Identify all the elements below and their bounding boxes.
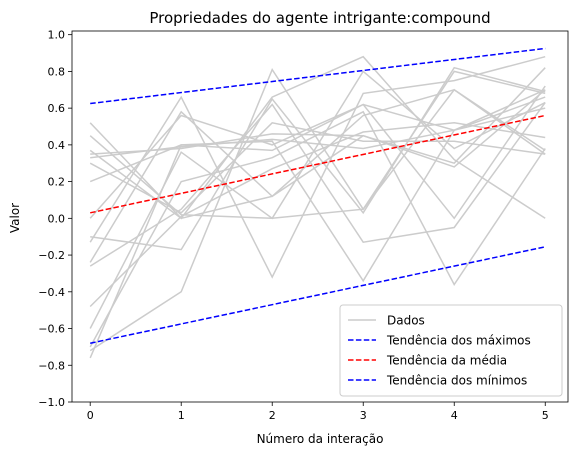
y-tick-label: −1.0 — [38, 396, 65, 409]
legend-label: Tendência dos mínimos — [386, 374, 527, 388]
data-series-line-14 — [89, 102, 546, 267]
data-series-line-16 — [89, 88, 546, 220]
trend-line-1 — [90, 114, 546, 214]
data-series-line-8 — [89, 89, 546, 263]
y-tick-label: 0.6 — [48, 102, 66, 115]
legend: Dados Tendência dos máximos Tendência da m… — [339, 304, 563, 397]
trend-line-2 — [90, 246, 546, 344]
data-series-line-15 — [89, 110, 546, 348]
axes — [71, 30, 569, 403]
x-axis-ticks: 0 1 2 3 4 5 — [87, 402, 549, 422]
x-tick-label: 0 — [87, 409, 94, 422]
plot-frame — [71, 30, 569, 403]
trend-lines-group — [90, 47, 546, 344]
y-tick-label: 0.2 — [48, 176, 66, 189]
legend-label: Tendência dos máximos — [386, 334, 531, 348]
y-tick-label: −0.8 — [38, 359, 65, 372]
y-tick-label: 0.8 — [48, 65, 66, 78]
y-tick-label: −0.4 — [38, 286, 65, 299]
y-axis-label: Valor — [8, 203, 22, 233]
legend-box — [339, 304, 563, 397]
data-series-line-3 — [89, 89, 546, 183]
x-tick-label: 2 — [269, 409, 276, 422]
y-tick-label: 1.0 — [48, 29, 66, 42]
x-tick-label: 4 — [451, 409, 458, 422]
data-series-group — [89, 55, 546, 359]
legend-label: Tendência da média — [386, 354, 507, 368]
data-series-line-13 — [89, 85, 546, 220]
legend-label: Dados — [387, 314, 425, 328]
x-tick-label: 1 — [178, 409, 185, 422]
y-axis-ticks: −1.0 −0.8 −0.6 −0.4 −0.2 0.0 0.2 0.4 0.6 0.8 1.0 — [38, 29, 72, 409]
x-tick-label: 5 — [542, 409, 549, 422]
y-tick-label: 0.4 — [48, 139, 66, 152]
data-series-line-12 — [89, 96, 546, 359]
y-tick-label: 0.0 — [48, 212, 66, 225]
chart-title: Propriedades do agente intrigante:compou… — [149, 9, 490, 27]
y-tick-label: −0.6 — [38, 323, 65, 336]
trend-line-0 — [90, 47, 546, 105]
data-series-line-5 — [89, 121, 546, 214]
data-series-line-1 — [89, 70, 546, 220]
x-axis-label: Número da interação — [257, 432, 384, 446]
y-tick-label: −0.2 — [38, 249, 65, 262]
data-series-line-7 — [89, 55, 546, 279]
x-tick-label: 3 — [360, 409, 367, 422]
